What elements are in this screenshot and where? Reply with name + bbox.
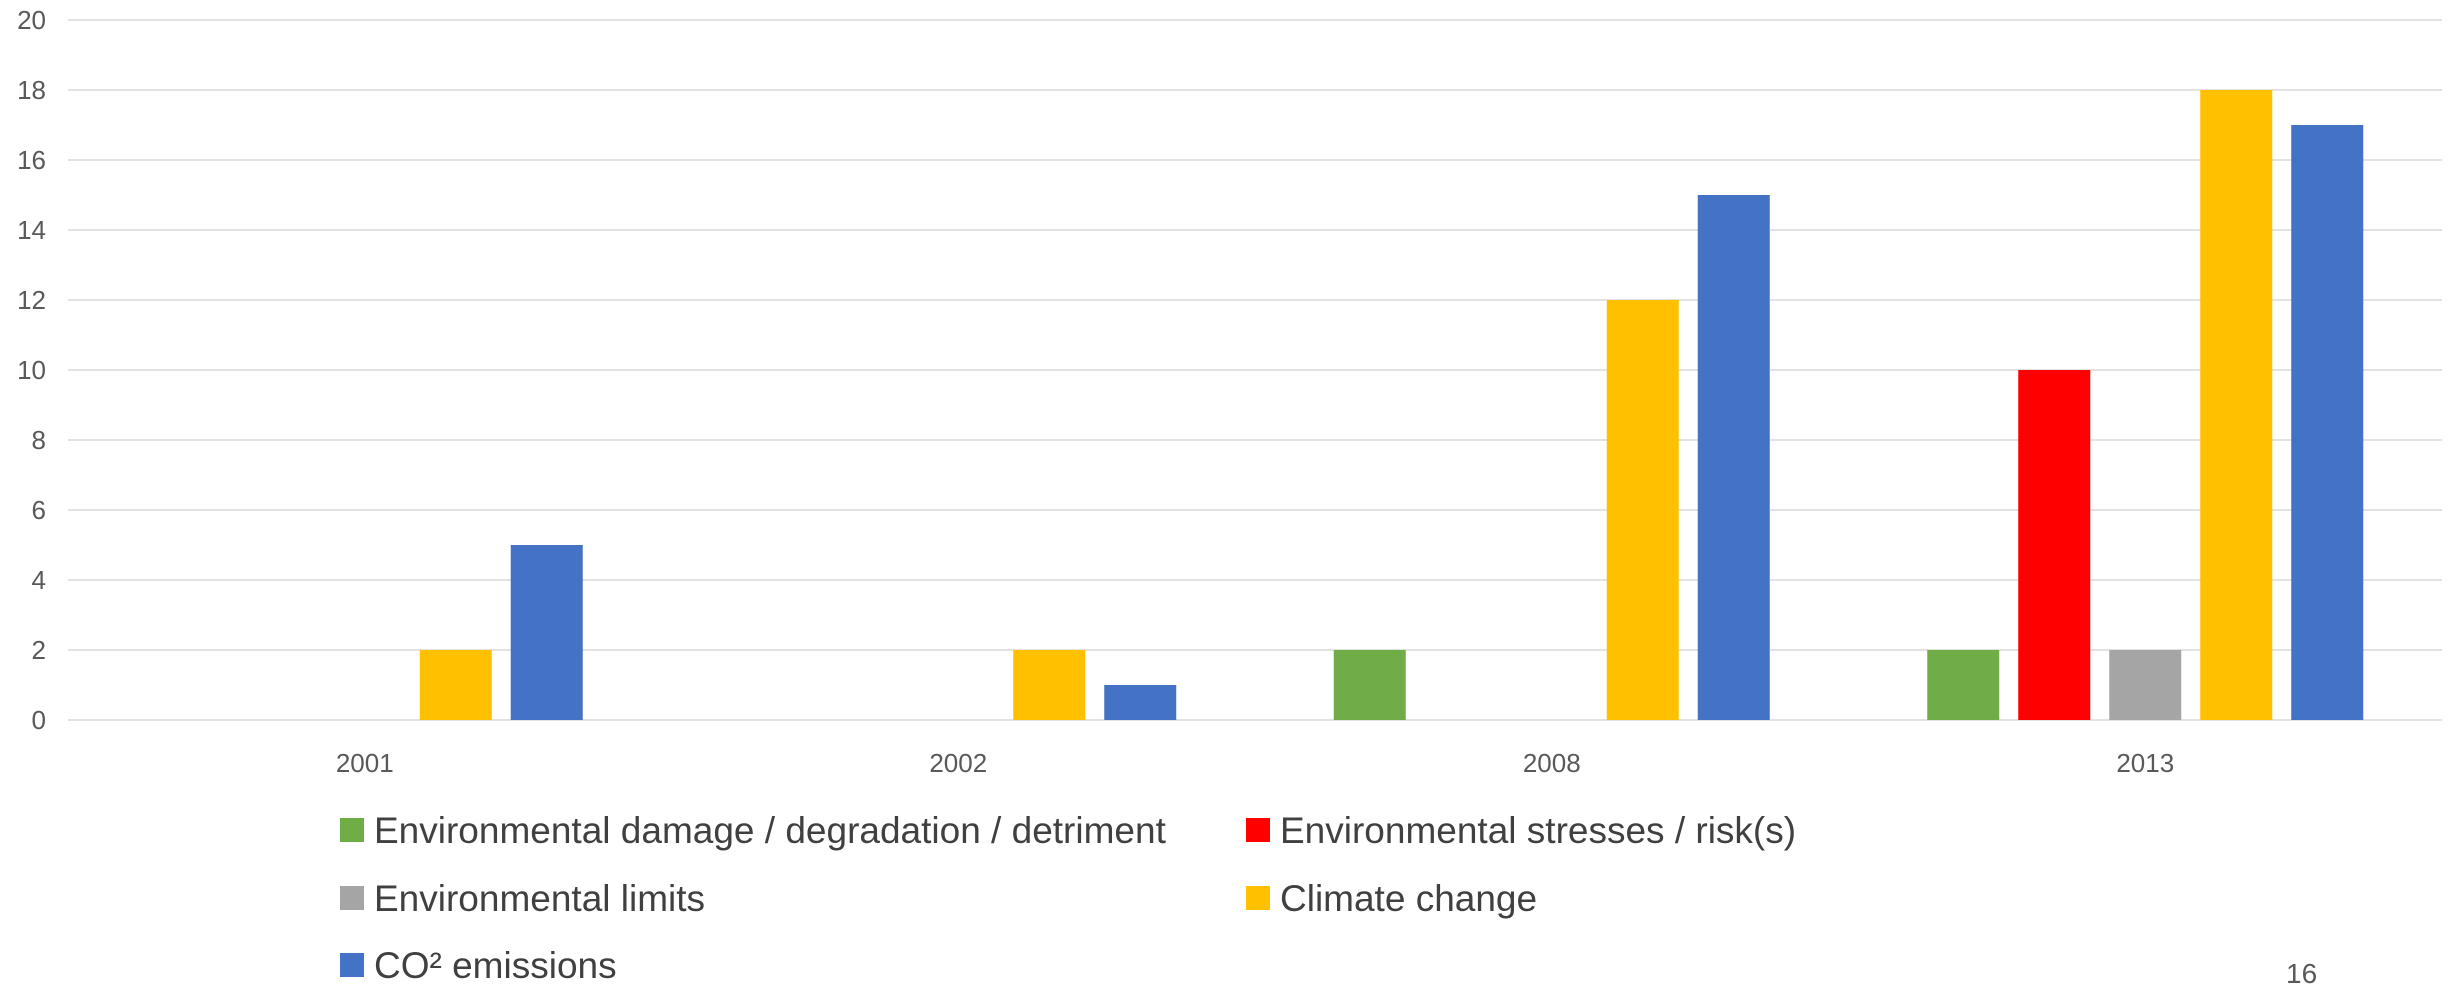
legend-swatch (1246, 818, 1270, 842)
bar-2001-4 (510, 545, 583, 720)
legend-label: Climate change (1280, 878, 1537, 919)
bar-2008-4 (1697, 195, 1770, 720)
legend-swatch (340, 886, 364, 910)
bar-2013-2 (2109, 650, 2182, 720)
legend: Environmental damage / degradation / det… (340, 810, 1796, 983)
x-axis-ticks: 2001 2002 2008 2013 (336, 748, 2174, 778)
x-tick-label: 2013 (2116, 748, 2174, 778)
bar-2001-3 (419, 650, 492, 720)
legend-label: CO² emissions (374, 945, 617, 983)
y-tick-label: 8 (32, 425, 46, 455)
legend-swatch (1246, 886, 1270, 910)
x-tick-label: 2002 (929, 748, 987, 778)
legend-swatch (340, 953, 364, 977)
y-tick-label: 0 (32, 705, 46, 735)
legend-label: Environmental stresses / risk(s) (1280, 810, 1796, 851)
legend-label: Environmental limits (374, 878, 705, 919)
bar-2002-3 (1013, 650, 1086, 720)
x-tick-label: 2008 (1523, 748, 1581, 778)
y-tick-label: 20 (17, 5, 46, 35)
bar-2013-0 (1927, 650, 2000, 720)
y-tick-label: 2 (32, 635, 46, 665)
y-tick-label: 10 (17, 355, 46, 385)
x-tick-label: 2001 (336, 748, 394, 778)
y-tick-label: 6 (32, 495, 46, 525)
y-tick-label: 14 (17, 215, 46, 245)
bar-2013-1 (2018, 370, 2091, 720)
page-number: 16 (2286, 958, 2318, 989)
bar-2013-4 (2291, 125, 2364, 720)
bar-2008-3 (1606, 300, 1679, 720)
bars (419, 90, 2364, 720)
bar-2008-0 (1333, 650, 1406, 720)
legend-label: Environmental damage / degradation / det… (374, 810, 1167, 851)
y-axis-ticks: 0 2 4 6 8 10 12 14 16 18 20 (17, 5, 46, 735)
y-tick-label: 12 (17, 285, 46, 315)
bar-2002-4 (1104, 685, 1177, 720)
y-tick-label: 4 (32, 565, 46, 595)
bar-2013-3 (2200, 90, 2273, 720)
y-tick-label: 16 (17, 145, 46, 175)
y-tick-label: 18 (17, 75, 46, 105)
legend-swatch (340, 818, 364, 842)
